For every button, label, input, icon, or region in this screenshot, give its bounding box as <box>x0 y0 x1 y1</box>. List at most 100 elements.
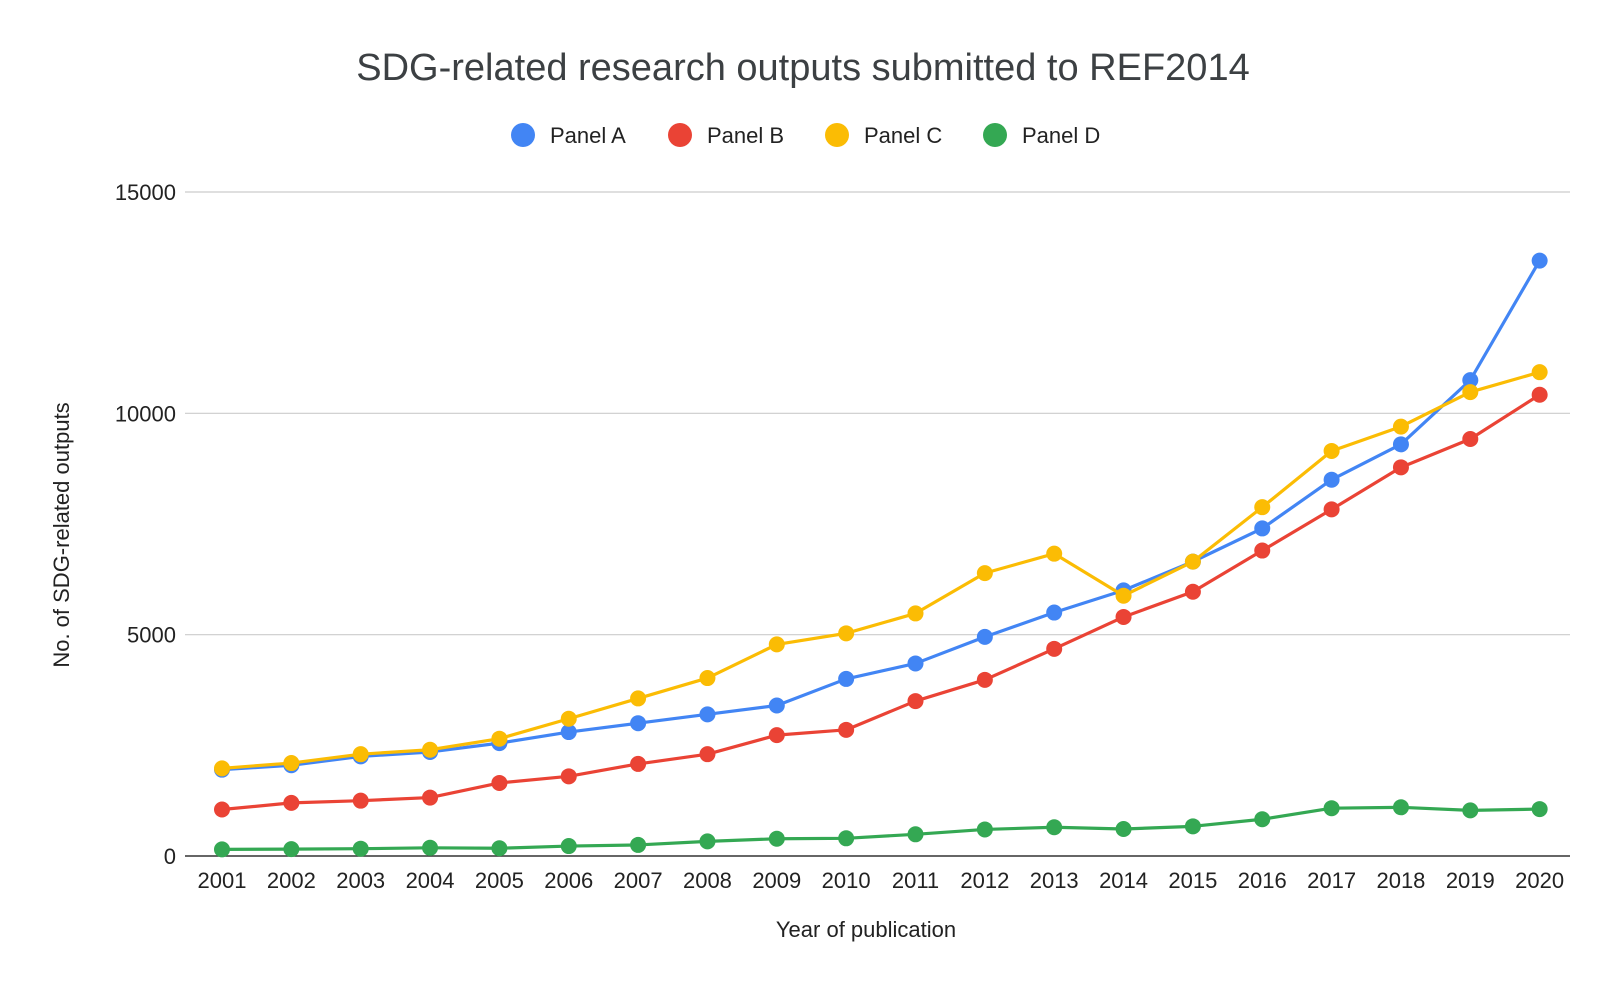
legend-label: Panel A <box>550 123 626 148</box>
data-point[interactable] <box>352 792 369 809</box>
data-point[interactable] <box>491 730 508 747</box>
data-point[interactable] <box>907 693 924 710</box>
data-point[interactable] <box>1531 801 1548 818</box>
data-point[interactable] <box>976 628 993 645</box>
data-point[interactable] <box>352 840 369 857</box>
data-point[interactable] <box>560 710 577 727</box>
series-panel-d <box>214 799 1548 858</box>
data-point[interactable] <box>1254 542 1271 559</box>
data-point[interactable] <box>907 826 924 843</box>
legend-item[interactable]: Panel D <box>983 123 1100 148</box>
data-point[interactable] <box>1115 608 1132 625</box>
data-point[interactable] <box>1531 386 1548 403</box>
data-point[interactable] <box>699 746 716 763</box>
x-tick-label: 2004 <box>406 868 455 893</box>
series-panel-b <box>214 386 1548 818</box>
data-point[interactable] <box>976 565 993 582</box>
data-point[interactable] <box>1392 436 1409 453</box>
data-point[interactable] <box>630 690 647 707</box>
data-point[interactable] <box>768 830 785 847</box>
data-point[interactable] <box>422 741 439 758</box>
data-point[interactable] <box>214 841 230 858</box>
legend-label: Panel B <box>707 123 784 148</box>
data-point[interactable] <box>1254 811 1271 828</box>
data-point[interactable] <box>422 839 439 856</box>
data-point[interactable] <box>838 670 855 687</box>
x-tick-label: 2010 <box>822 868 871 893</box>
data-point[interactable] <box>1392 459 1409 476</box>
data-point[interactable] <box>1184 583 1201 600</box>
legend-marker <box>983 123 1007 147</box>
data-point[interactable] <box>1184 818 1201 835</box>
data-point[interactable] <box>907 605 924 622</box>
data-point[interactable] <box>838 625 855 642</box>
data-point[interactable] <box>1462 372 1479 389</box>
y-tick-label: 15000 <box>115 180 176 205</box>
data-point[interactable] <box>1462 384 1479 401</box>
data-point[interactable] <box>768 727 785 744</box>
data-point[interactable] <box>1392 799 1409 816</box>
data-point[interactable] <box>1254 520 1271 537</box>
data-point[interactable] <box>1115 820 1132 837</box>
legend-item[interactable]: Panel C <box>825 123 942 148</box>
data-point[interactable] <box>422 789 439 806</box>
data-point[interactable] <box>560 838 577 855</box>
data-point[interactable] <box>560 768 577 785</box>
data-point[interactable] <box>1254 499 1271 516</box>
data-point[interactable] <box>214 801 230 818</box>
x-tick-label: 2013 <box>1030 868 1079 893</box>
data-point[interactable] <box>1531 364 1548 381</box>
chart-title: SDG-related research outputs submitted t… <box>356 47 1249 89</box>
data-point[interactable] <box>283 794 300 811</box>
data-point[interactable] <box>630 836 647 853</box>
legend-item[interactable]: Panel B <box>668 123 784 148</box>
data-point[interactable] <box>976 671 993 688</box>
x-tick-label: 2009 <box>752 868 801 893</box>
x-tick-label: 2011 <box>892 868 939 893</box>
gridlines <box>185 191 1570 857</box>
series-layer <box>214 252 1548 858</box>
data-point[interactable] <box>214 760 230 777</box>
data-point[interactable] <box>1531 252 1548 269</box>
data-point[interactable] <box>699 833 716 850</box>
data-point[interactable] <box>838 721 855 738</box>
data-point[interactable] <box>1046 545 1063 562</box>
x-tick-label: 2018 <box>1376 868 1425 893</box>
data-point[interactable] <box>1323 501 1340 518</box>
data-point[interactable] <box>1115 587 1132 604</box>
data-point[interactable] <box>699 670 716 687</box>
data-point[interactable] <box>1323 800 1340 817</box>
series-panel-a <box>214 252 1548 778</box>
data-point[interactable] <box>976 821 993 838</box>
data-point[interactable] <box>1046 640 1063 657</box>
data-point[interactable] <box>1046 819 1063 836</box>
data-point[interactable] <box>491 774 508 791</box>
data-point[interactable] <box>768 697 785 714</box>
legend-marker <box>668 123 692 147</box>
data-point[interactable] <box>1392 418 1409 435</box>
data-point[interactable] <box>630 715 647 732</box>
data-point[interactable] <box>1323 471 1340 488</box>
x-tick-label: 2008 <box>683 868 732 893</box>
data-point[interactable] <box>630 755 647 772</box>
data-point[interactable] <box>1462 802 1479 819</box>
data-point[interactable] <box>1323 442 1340 459</box>
data-point[interactable] <box>768 636 785 653</box>
data-point[interactable] <box>491 840 508 857</box>
data-point[interactable] <box>1462 431 1479 448</box>
x-tick-label: 2006 <box>544 868 593 893</box>
data-point[interactable] <box>1046 604 1063 621</box>
data-point[interactable] <box>699 706 716 723</box>
series-line <box>220 259 1542 772</box>
data-point[interactable] <box>907 655 924 672</box>
data-point[interactable] <box>352 746 369 763</box>
legend-item[interactable]: Panel A <box>511 123 626 148</box>
data-point[interactable] <box>838 830 855 847</box>
data-point[interactable] <box>283 841 300 858</box>
data-point[interactable] <box>560 724 577 741</box>
x-tick-label: 2017 <box>1307 868 1356 893</box>
data-point[interactable] <box>283 755 300 772</box>
y-axis-title: No. of SDG-related outputs <box>49 402 74 667</box>
data-point[interactable] <box>1184 553 1201 570</box>
